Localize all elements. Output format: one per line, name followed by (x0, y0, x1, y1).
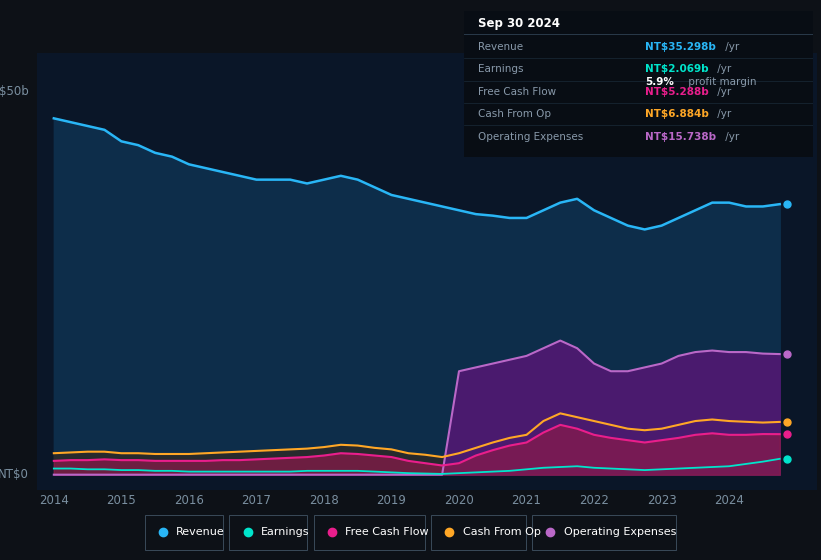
Text: Operating Expenses: Operating Expenses (478, 132, 583, 142)
Text: Earnings: Earnings (478, 64, 523, 74)
Text: Revenue: Revenue (177, 527, 225, 537)
Text: NT$6.884b: NT$6.884b (645, 109, 709, 119)
Text: /yr: /yr (722, 42, 740, 52)
Text: Cash From Op: Cash From Op (478, 109, 551, 119)
Text: NT$15.738b: NT$15.738b (645, 132, 717, 142)
Text: /yr: /yr (722, 132, 740, 142)
Text: NT$35.298b: NT$35.298b (645, 42, 716, 52)
Text: Cash From Op: Cash From Op (463, 527, 540, 537)
Text: NT$0: NT$0 (0, 468, 30, 481)
Text: NT$2.069b: NT$2.069b (645, 64, 709, 74)
Text: NT$50b: NT$50b (0, 85, 30, 98)
Text: Free Cash Flow: Free Cash Flow (345, 527, 429, 537)
Text: Operating Expenses: Operating Expenses (564, 527, 676, 537)
Text: Earnings: Earnings (261, 527, 310, 537)
Text: /yr: /yr (714, 64, 732, 74)
Text: NT$5.288b: NT$5.288b (645, 87, 709, 97)
Text: Free Cash Flow: Free Cash Flow (478, 87, 556, 97)
Text: Sep 30 2024: Sep 30 2024 (478, 17, 560, 30)
Text: profit margin: profit margin (686, 77, 757, 87)
Text: Revenue: Revenue (478, 42, 523, 52)
Text: 5.9%: 5.9% (645, 77, 674, 87)
Text: /yr: /yr (714, 87, 732, 97)
Text: /yr: /yr (714, 109, 732, 119)
